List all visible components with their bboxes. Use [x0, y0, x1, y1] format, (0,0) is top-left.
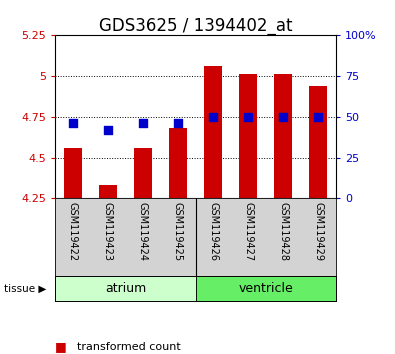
Text: GSM119425: GSM119425 [173, 202, 183, 261]
Point [175, 120, 181, 126]
Text: GSM119426: GSM119426 [208, 202, 218, 261]
Point [245, 114, 251, 120]
Point [315, 114, 322, 120]
Text: transformed count: transformed count [77, 342, 181, 352]
Point [105, 127, 111, 133]
Text: ventricle: ventricle [238, 282, 293, 295]
Text: GSM119424: GSM119424 [138, 202, 148, 261]
Bar [204, 66, 222, 198]
Point [210, 114, 216, 120]
Bar [99, 185, 117, 198]
Title: GDS3625 / 1394402_at: GDS3625 / 1394402_at [99, 17, 292, 35]
Bar [309, 86, 327, 198]
Text: GSM119423: GSM119423 [103, 202, 113, 261]
Text: atrium: atrium [105, 282, 146, 295]
Text: GSM119429: GSM119429 [313, 202, 323, 261]
Point [140, 120, 146, 126]
Bar [239, 74, 257, 198]
Text: GSM119422: GSM119422 [68, 202, 78, 261]
Bar [64, 148, 82, 198]
Bar [275, 74, 292, 198]
Point [280, 114, 286, 120]
Text: GSM119427: GSM119427 [243, 202, 253, 261]
Text: ■: ■ [55, 341, 67, 353]
Bar [196, 276, 336, 301]
Bar [169, 128, 187, 198]
Point [70, 120, 76, 126]
Bar [134, 148, 152, 198]
Text: tissue ▶: tissue ▶ [4, 284, 46, 293]
Bar [55, 276, 196, 301]
Text: GSM119428: GSM119428 [278, 202, 288, 261]
